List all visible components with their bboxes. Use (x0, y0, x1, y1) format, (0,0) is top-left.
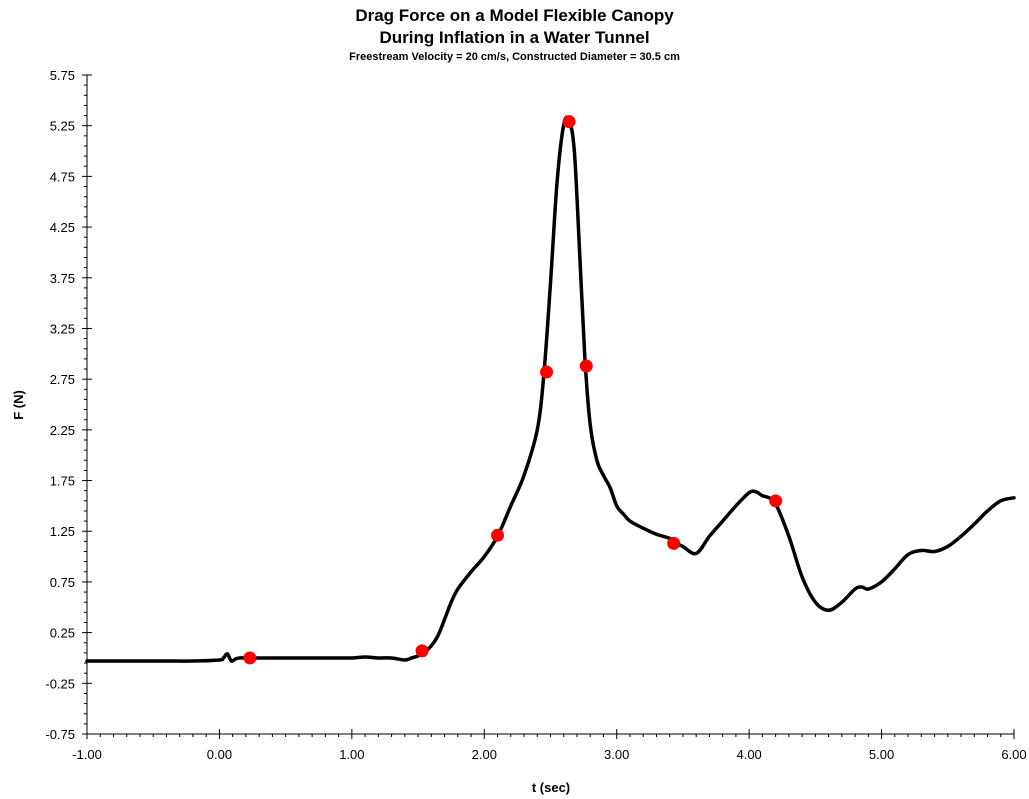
y-tick-label: 0.75 (50, 575, 75, 590)
x-tick-label: 1.00 (339, 747, 364, 762)
y-tick-label: 5.75 (50, 68, 75, 83)
x-ticks: -1.00 0.00 1.00 2.00 3.00 4.00 5.00 6.00 (72, 729, 1027, 762)
y-tick-label: 1.25 (50, 524, 75, 539)
y-tick-label: 4.75 (50, 169, 75, 184)
x-tick-label: 2.00 (472, 747, 497, 762)
chart-subtitle: Freestream Velocity = 20 cm/s, Construct… (349, 51, 680, 63)
data-marker (769, 494, 783, 508)
force-series-line (85, 115, 1016, 663)
x-tick-label: 0.00 (207, 747, 232, 762)
axes (86, 75, 1014, 735)
data-marker (491, 528, 505, 542)
y-tick-label: 3.25 (50, 321, 75, 336)
data-marker (540, 365, 554, 379)
data-marker (243, 651, 257, 665)
y-tick-label: 5.25 (50, 119, 75, 134)
y-tick-label: 4.25 (50, 220, 75, 235)
data-marker (579, 359, 593, 373)
x-axis-label: t (sec) (532, 780, 570, 795)
y-tick-label: -0.75 (45, 727, 75, 742)
markers (243, 115, 783, 665)
y-tick-label: 0.25 (50, 626, 75, 641)
data-marker (562, 115, 576, 129)
x-tick-label: 3.00 (604, 747, 629, 762)
data-marker (415, 644, 429, 658)
y-tick-label: 2.25 (50, 423, 75, 438)
x-tick-label: 6.00 (1001, 747, 1026, 762)
chart-title-line1: Drag Force on a Model Flexible Canopy (355, 6, 674, 25)
x-tick-label: 5.00 (869, 747, 894, 762)
chart-title-line2: During Inflation in a Water Tunnel (379, 28, 650, 47)
plot-area (85, 115, 1016, 663)
x-tick-label: 4.00 (736, 747, 761, 762)
y-axis-label: F (N) (11, 390, 26, 420)
y-ticks: -0.75 -0.25 0.25 0.75 1.25 1.75 2.25 2.75 3.25 3.… (45, 68, 92, 742)
data-marker (667, 536, 681, 550)
y-tick-label: 1.75 (50, 474, 75, 489)
y-tick-label: -0.25 (45, 676, 75, 691)
y-tick-label: 2.75 (50, 372, 75, 387)
y-tick-label: 3.75 (50, 271, 75, 286)
x-tick-label: -1.00 (72, 747, 102, 762)
